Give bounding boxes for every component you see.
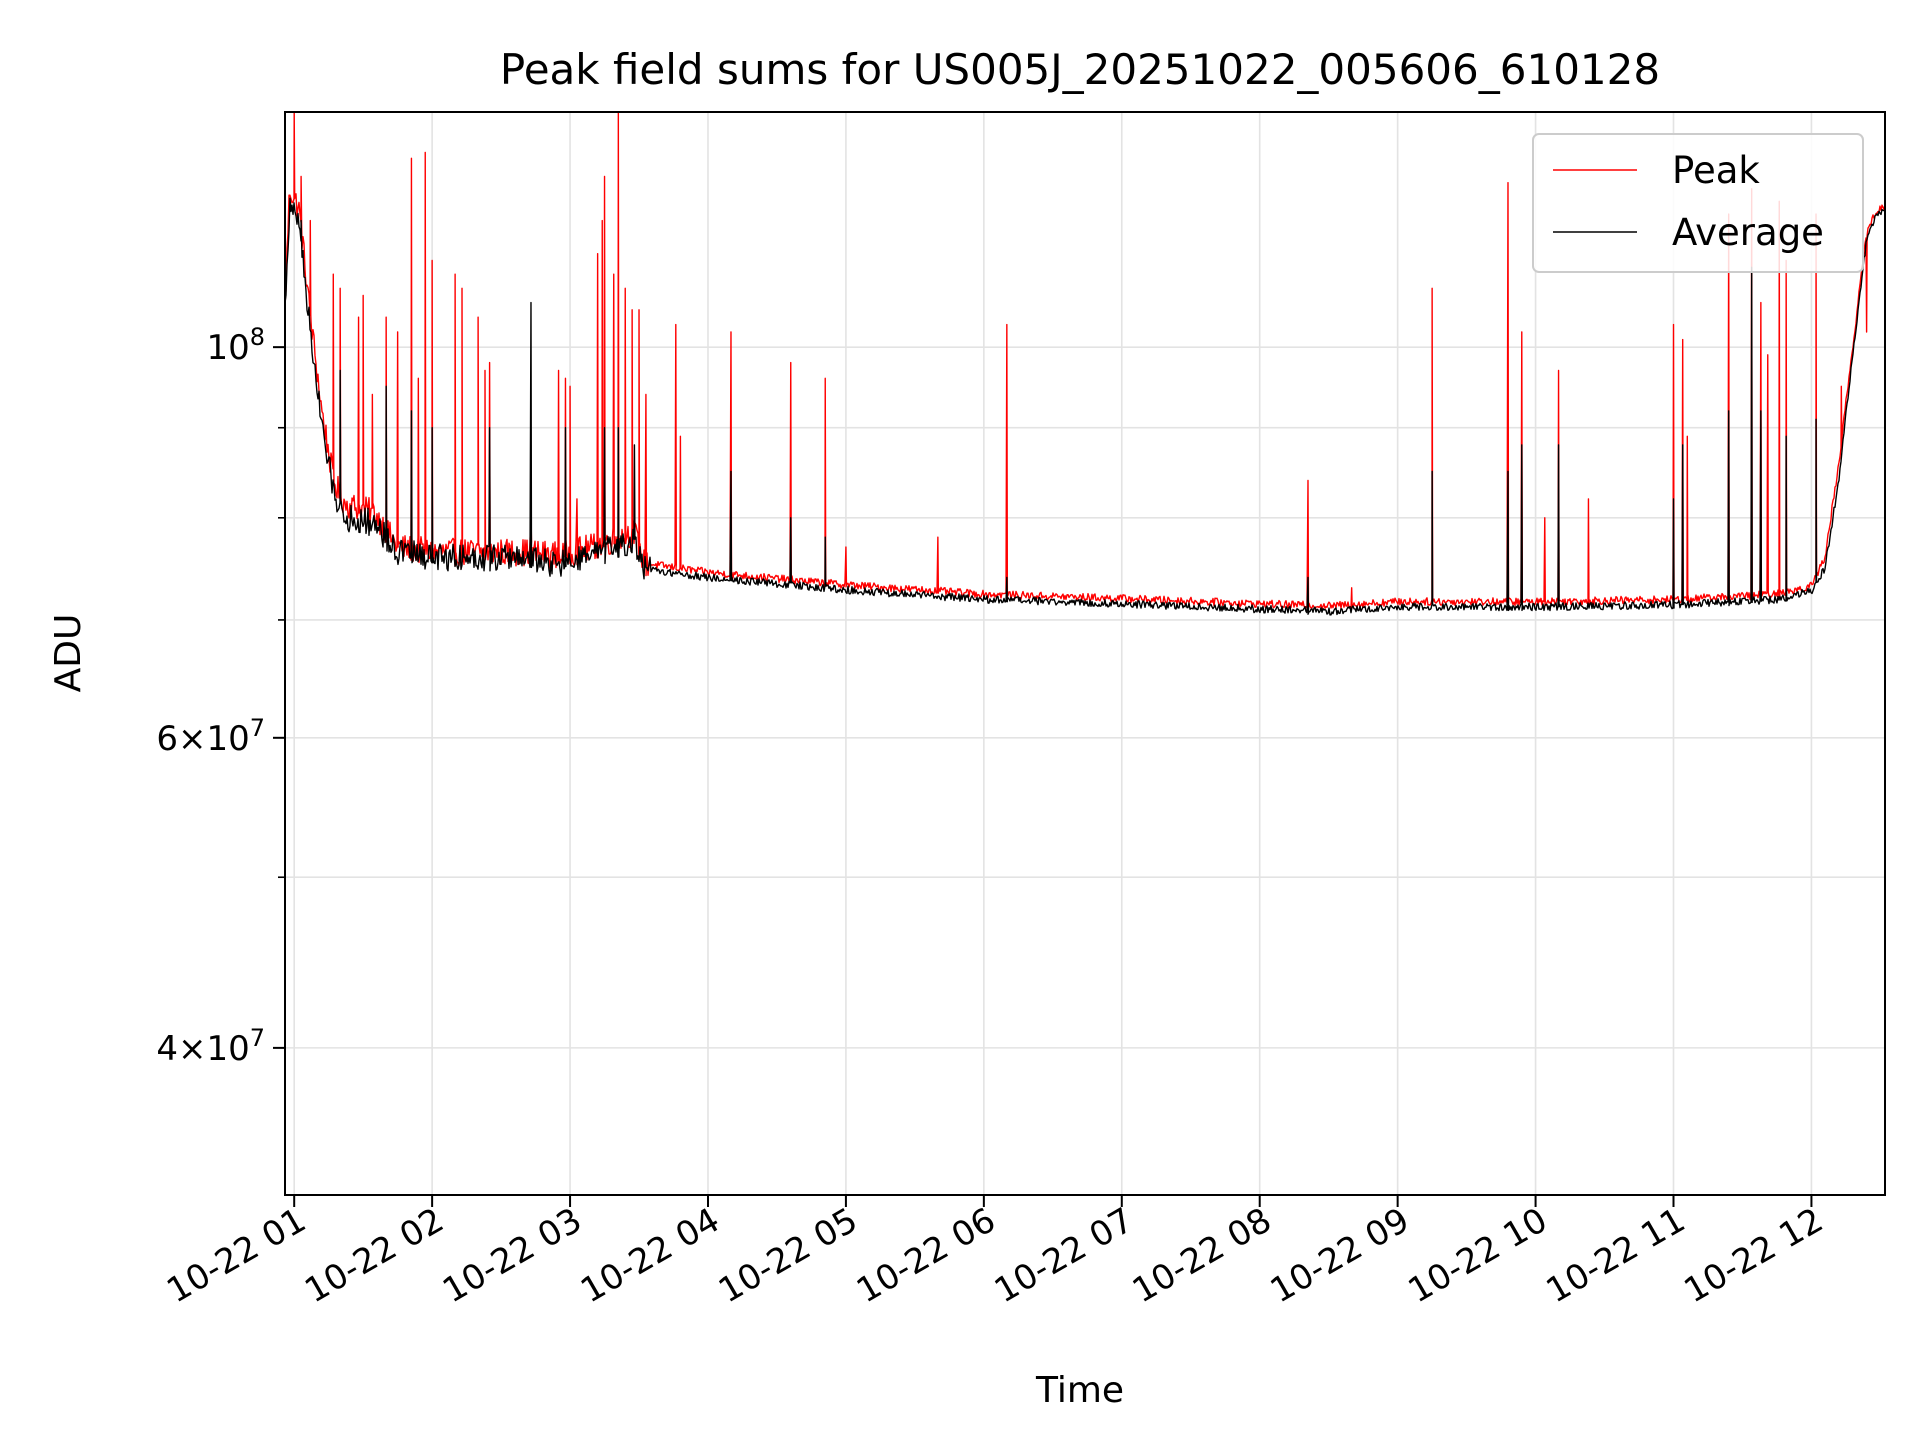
legend-label-peak: Peak bbox=[1672, 149, 1760, 192]
chart-title: Peak field sums for US005J_20251022_0056… bbox=[500, 45, 1660, 94]
y-tick-label: 108 bbox=[206, 323, 265, 368]
grid bbox=[285, 112, 1885, 1195]
legend: Peak Average bbox=[1532, 133, 1864, 273]
series-line-average bbox=[284, 197, 1886, 616]
series-layer bbox=[284, 111, 1886, 616]
x-axis-title: Time bbox=[1035, 1370, 1124, 1411]
plot-frame bbox=[284, 111, 1886, 1196]
legend-label-average: Average bbox=[1672, 211, 1824, 254]
y-tick-label: 6×107 bbox=[156, 714, 265, 759]
y-tick-label: 4×107 bbox=[156, 1024, 265, 1069]
y-axis-title: ADU bbox=[48, 614, 89, 693]
legend-box bbox=[1532, 133, 1864, 273]
